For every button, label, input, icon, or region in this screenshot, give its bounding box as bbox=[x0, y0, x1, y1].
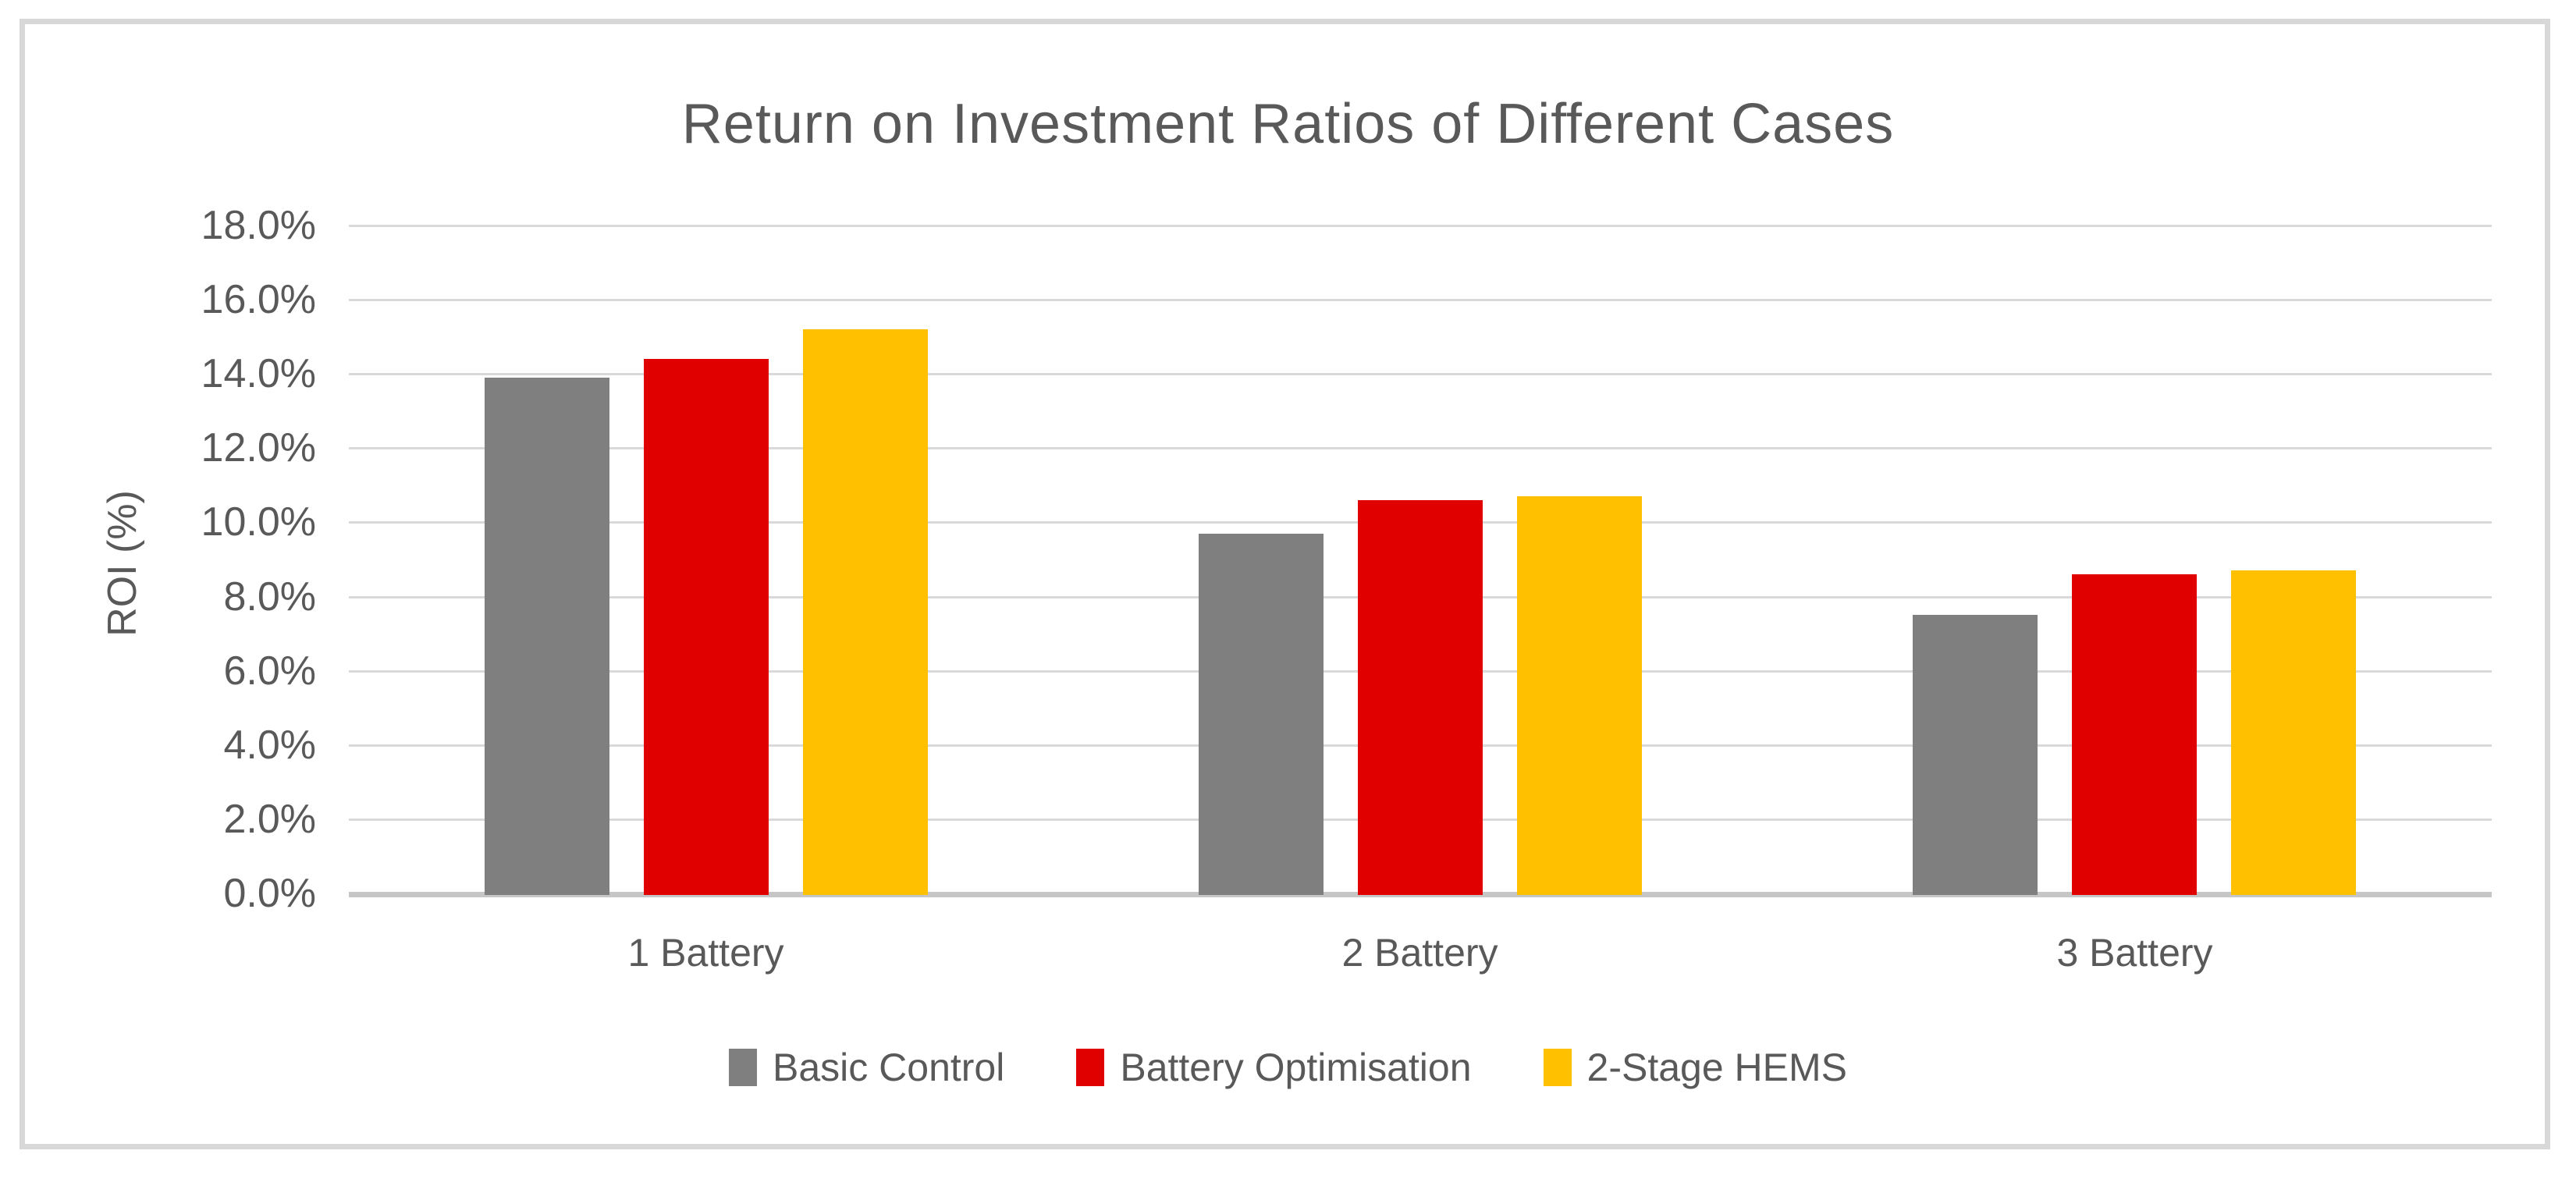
bar-2-stage-hems bbox=[1517, 496, 1642, 895]
bar-2-stage-hems bbox=[803, 329, 928, 895]
x-category-label: 2 Battery bbox=[1341, 931, 1498, 975]
legend: Basic Control Battery Optimisation 2-Stage… bbox=[0, 1042, 2576, 1092]
legend-item-battery-optimisation: Battery Optimisation bbox=[1076, 1046, 1472, 1089]
y-tick-label: 10.0% bbox=[201, 499, 316, 545]
chart-title: Return on Investment Ratios of Different… bbox=[681, 93, 1895, 155]
bar-basic-control bbox=[485, 378, 609, 895]
bar-battery-optimisation bbox=[1358, 500, 1483, 895]
legend-swatch-icon bbox=[729, 1049, 757, 1086]
y-tick-label: 12.0% bbox=[201, 425, 316, 471]
y-tick-label: 2.0% bbox=[223, 797, 316, 842]
gridline bbox=[349, 447, 2492, 449]
y-tick-label: 6.0% bbox=[223, 648, 316, 694]
legend-swatch-icon bbox=[1076, 1049, 1105, 1086]
y-tick-label: 0.0% bbox=[223, 871, 316, 916]
gridline bbox=[349, 225, 2492, 227]
bar-battery-optimisation bbox=[2072, 574, 2197, 895]
legend-label: Battery Optimisation bbox=[1120, 1046, 1472, 1089]
x-category-label: 3 Battery bbox=[2056, 931, 2213, 975]
legend-label: 2-Stage HEMS bbox=[1586, 1046, 1847, 1089]
bar-basic-control bbox=[1913, 615, 2038, 895]
legend-swatch-icon bbox=[1543, 1049, 1572, 1086]
legend-item-2-stage-hems: 2-Stage HEMS bbox=[1543, 1046, 1847, 1089]
bar-2-stage-hems bbox=[2231, 570, 2356, 895]
gridline bbox=[349, 299, 2492, 301]
y-tick-label: 4.0% bbox=[223, 723, 316, 768]
legend-item-basic-control: Basic Control bbox=[729, 1046, 1004, 1089]
y-tick-label: 8.0% bbox=[223, 574, 316, 620]
x-category-label: 1 Battery bbox=[627, 931, 784, 975]
bar-basic-control bbox=[1199, 534, 1324, 895]
y-tick-label: 16.0% bbox=[201, 277, 316, 322]
bar-battery-optimisation bbox=[644, 359, 769, 895]
gridline bbox=[349, 373, 2492, 375]
y-tick-label: 18.0% bbox=[201, 203, 316, 248]
legend-label: Basic Control bbox=[773, 1046, 1005, 1089]
y-tick-label: 14.0% bbox=[201, 351, 316, 396]
